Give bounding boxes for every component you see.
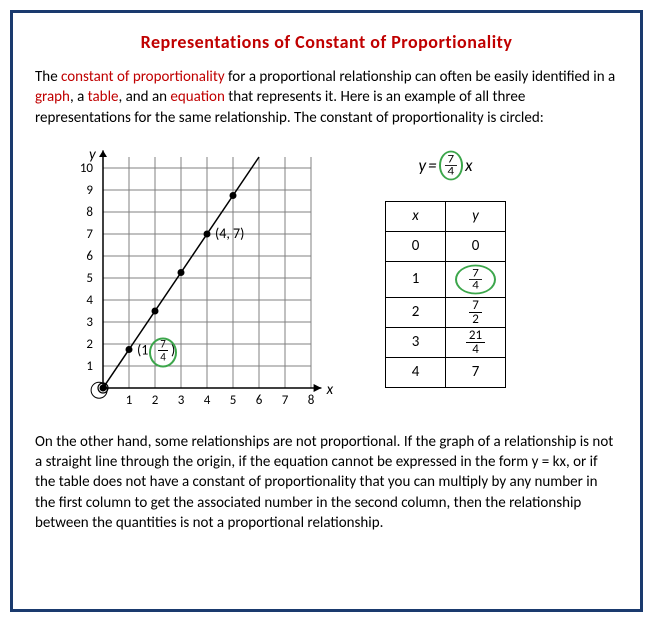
table-frac: 214: [466, 329, 485, 356]
table-circled-k: 74: [455, 264, 496, 294]
table-header-row: x y: [386, 201, 506, 231]
figure-row: 1234567812345678910xy(4, 7)(1, 74) y = 7…: [55, 138, 618, 418]
table-cell-x: 2: [386, 297, 446, 327]
proportionality-table: x y 00174272321447: [385, 201, 506, 388]
table-cell-x: 4: [386, 357, 446, 387]
table-col-y: y: [446, 201, 506, 231]
svg-text:3: 3: [178, 393, 185, 408]
document-frame: Representations of Constant of Proportio…: [10, 10, 643, 612]
eqn-frac-den: 4: [445, 166, 458, 177]
svg-text:6: 6: [256, 393, 263, 408]
table-cell-y: 214: [446, 327, 506, 357]
eqn-circled-k: 7 4: [439, 150, 464, 180]
table-plain: 0: [472, 237, 480, 255]
svg-text:8: 8: [86, 205, 93, 220]
intro-t4: , and an: [118, 88, 170, 106]
svg-text:7: 7: [282, 393, 289, 408]
table-row: 2 72: [386, 297, 506, 327]
table-cell-y: 0: [446, 231, 506, 261]
intro-t2: for a proportional relationship can ofte…: [225, 68, 616, 86]
table-col-x: x: [386, 201, 446, 231]
table-cell-x: 3: [386, 327, 446, 357]
eqn-frac: 7 4: [445, 154, 458, 177]
table-plain: 7: [472, 363, 480, 381]
right-column: y = 7 4 x x y 00174272321447: [385, 148, 506, 388]
page-title: Representations of Constant of Proportio…: [35, 31, 618, 53]
intro-paragraph: The constant of proportionality for a pr…: [35, 67, 618, 128]
svg-text:x: x: [326, 381, 334, 399]
intro-h3: table: [88, 88, 119, 106]
svg-text:1: 1: [126, 393, 133, 408]
table-cell-x: 0: [386, 231, 446, 261]
svg-text:3: 3: [86, 315, 93, 330]
table-cell-y: 74: [446, 261, 506, 297]
intro-t1: The: [35, 68, 61, 86]
table-row: 47: [386, 357, 506, 387]
svg-text:2: 2: [86, 337, 93, 352]
svg-text:4: 4: [86, 293, 93, 308]
table-row: 00: [386, 231, 506, 261]
intro-h2: graph: [35, 88, 70, 106]
svg-text:2: 2: [152, 393, 159, 408]
svg-text:8: 8: [308, 393, 315, 408]
intro-h4: equation: [170, 88, 224, 106]
table-cell-x: 1: [386, 261, 446, 297]
svg-text:(4, 7): (4, 7): [215, 225, 244, 242]
eqn-rhs: x: [465, 155, 472, 176]
eqn-frac-num: 7: [445, 154, 458, 166]
table-row: 1 74: [386, 261, 506, 297]
intro-t3: , a: [70, 88, 88, 106]
svg-text:6: 6: [86, 249, 93, 264]
svg-text:9: 9: [86, 183, 93, 198]
proportionality-graph: 1234567812345678910xy(4, 7)(1, 74): [55, 138, 345, 418]
equation: y = 7 4 x: [418, 148, 472, 183]
svg-text:7: 7: [86, 227, 93, 242]
table-cell-y: 7: [446, 357, 506, 387]
outro-paragraph: On the other hand, some relationships ar…: [35, 432, 618, 533]
svg-text:4: 4: [204, 393, 211, 408]
table-row: 3 214: [386, 327, 506, 357]
intro-h1: constant of proportionality: [61, 68, 225, 86]
table-frac: 74: [469, 268, 482, 291]
table-cell-y: 72: [446, 297, 506, 327]
eqn-lhs: y: [418, 155, 426, 176]
svg-text:1: 1: [86, 359, 93, 374]
table-frac: 72: [469, 299, 482, 326]
svg-text:5: 5: [230, 393, 237, 408]
eqn-eq: =: [428, 155, 436, 176]
svg-text:y: y: [89, 146, 97, 164]
svg-text:4: 4: [160, 350, 166, 363]
svg-text:5: 5: [86, 271, 93, 286]
